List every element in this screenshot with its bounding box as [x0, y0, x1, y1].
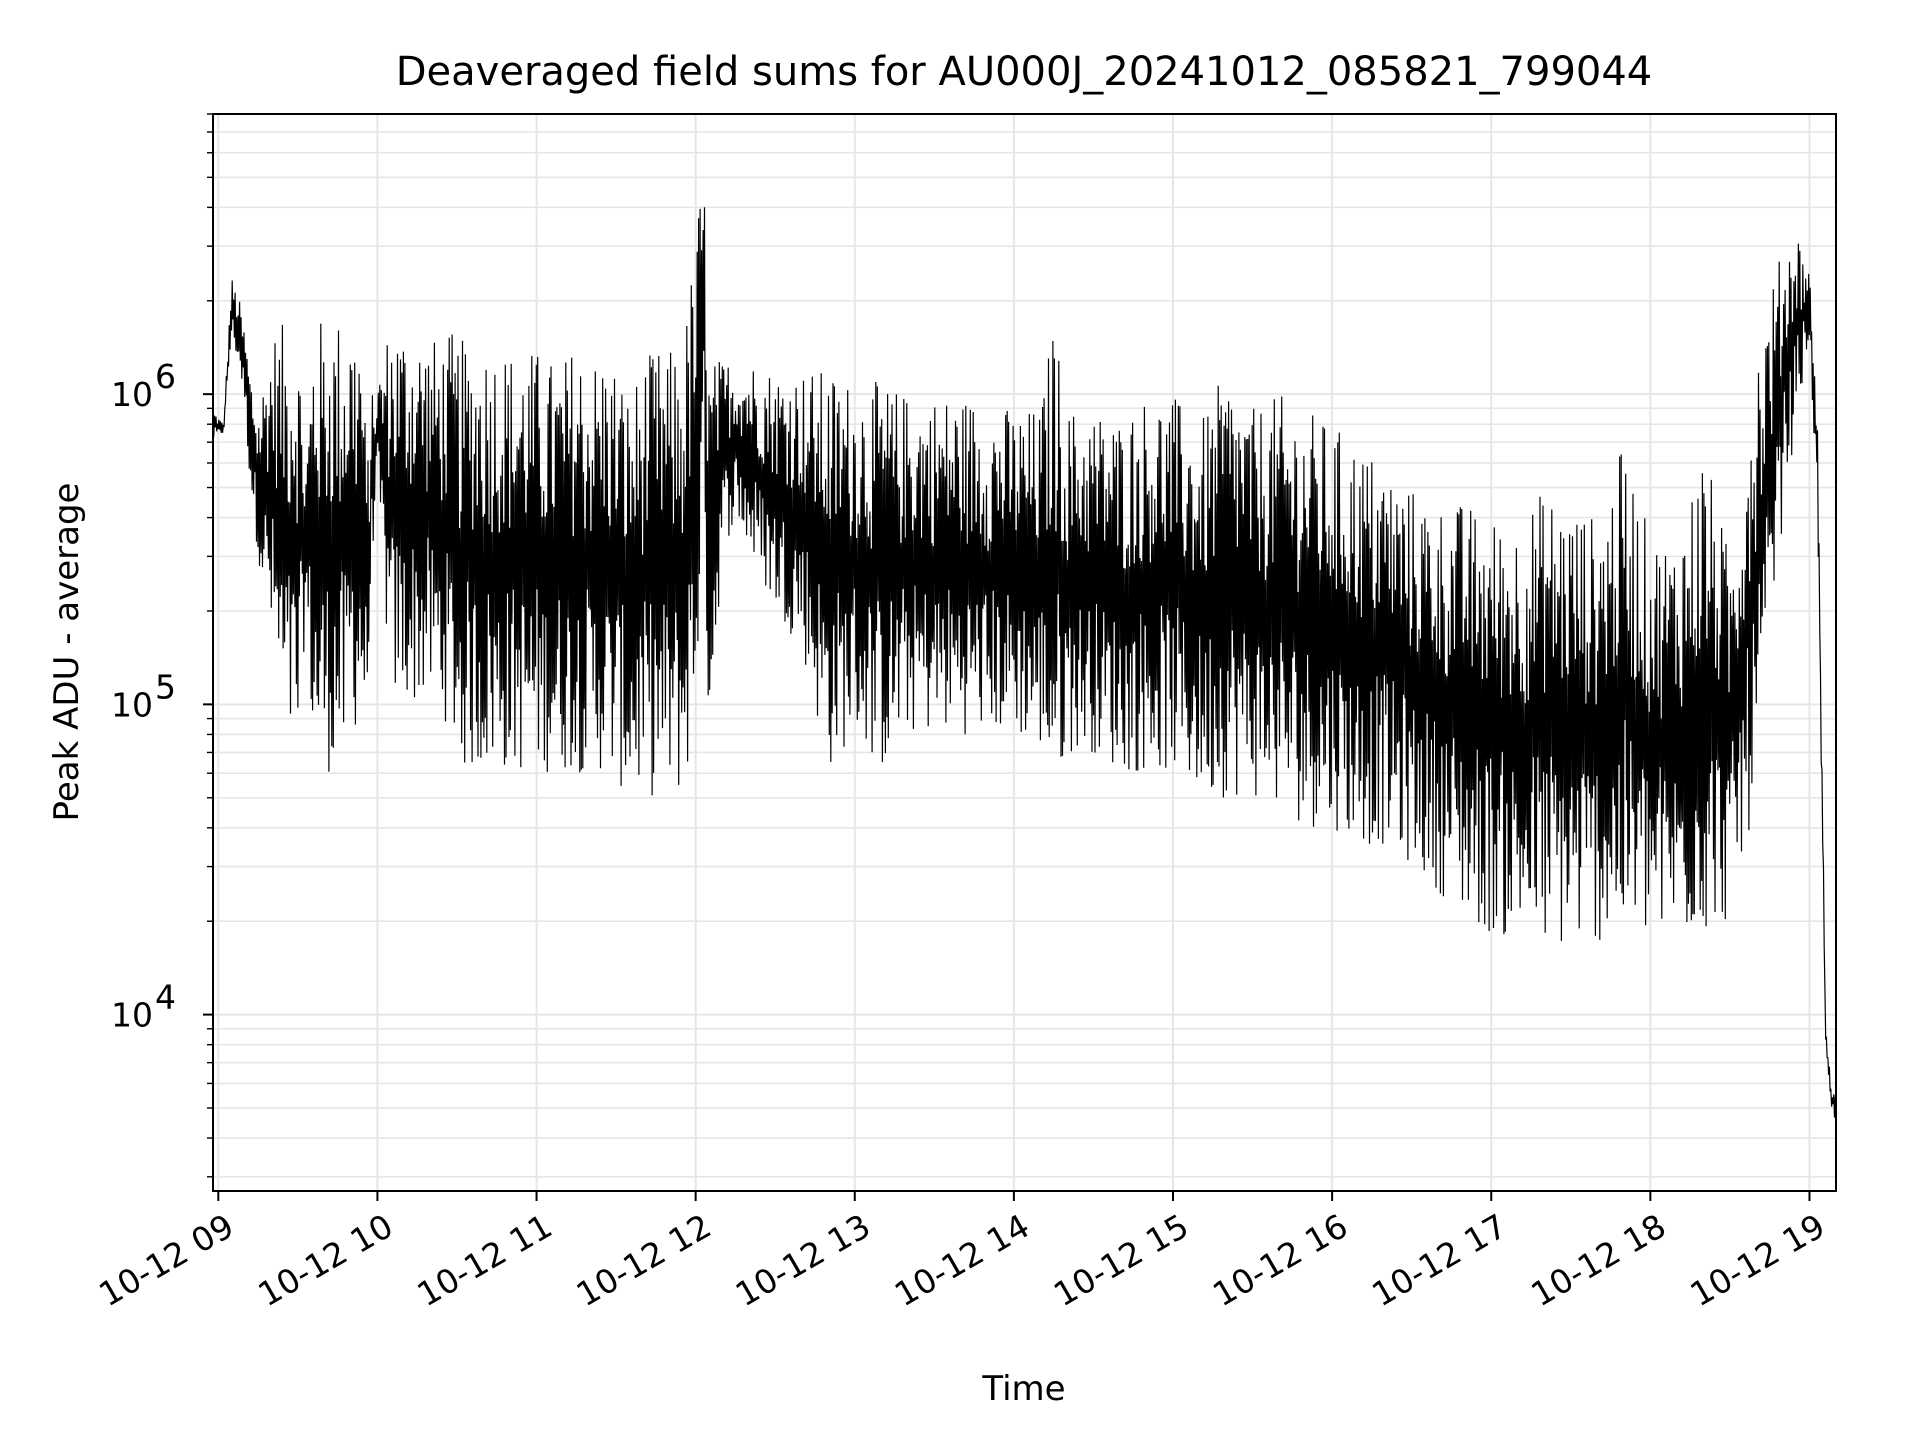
y-tick-label: 10 [111, 375, 153, 414]
x-tick-label: 10-12 19 [1683, 1206, 1831, 1314]
chart-title: Deaveraged field sums for AU000J_2024101… [396, 49, 1652, 95]
y-tick-label: 10 [111, 685, 153, 724]
series-line [212, 207, 1837, 1118]
y-axis-label: Peak ADU - average [47, 483, 87, 822]
x-tick-label: 10-12 12 [570, 1206, 718, 1314]
y-tick-exponent: 4 [155, 978, 176, 1017]
x-tick-label: 10-12 15 [1047, 1206, 1195, 1314]
y-tick-exponent: 6 [155, 357, 176, 396]
x-tick-label: 10-12 16 [1206, 1206, 1354, 1314]
x-tick-label: 10-12 13 [729, 1206, 877, 1314]
y-tick-exponent: 5 [155, 667, 176, 706]
x-axis: 10-12 09 10-12 10 10-12 11 10-12 12 10-12 13… [92, 1191, 1831, 1314]
series-layer [212, 207, 1837, 1118]
x-tick-label: 10-12 10 [251, 1206, 399, 1314]
x-tick-label: 10-12 17 [1365, 1206, 1513, 1314]
x-tick-label: 10-12 09 [92, 1206, 240, 1314]
x-tick-label: 10-12 11 [411, 1206, 559, 1314]
plot-frame [212, 113, 1837, 1192]
x-axis-label: Time [981, 1369, 1065, 1409]
x-tick-label: 10-12 14 [888, 1206, 1036, 1314]
y-tick-label: 10 [111, 996, 153, 1035]
x-tick-label: 10-12 18 [1524, 1206, 1672, 1314]
